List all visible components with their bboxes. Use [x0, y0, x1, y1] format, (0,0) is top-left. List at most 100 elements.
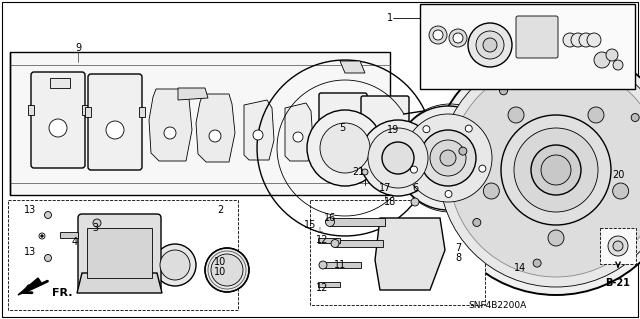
- Circle shape: [479, 165, 486, 172]
- Circle shape: [45, 211, 51, 219]
- Text: 7: 7: [455, 243, 461, 253]
- Bar: [60, 232, 78, 238]
- Circle shape: [396, 106, 500, 210]
- Bar: [8, 200, 238, 310]
- Circle shape: [541, 155, 571, 185]
- Circle shape: [429, 26, 447, 44]
- Bar: [139, 107, 145, 117]
- Text: SNF4B2200A: SNF4B2200A: [468, 301, 526, 310]
- Circle shape: [336, 136, 350, 150]
- Circle shape: [548, 230, 564, 246]
- Text: 13: 13: [24, 205, 36, 215]
- Circle shape: [411, 198, 419, 206]
- Bar: [420, 4, 635, 89]
- Text: 12: 12: [316, 283, 328, 293]
- Circle shape: [605, 245, 612, 253]
- Circle shape: [423, 126, 430, 133]
- Circle shape: [459, 147, 467, 155]
- Circle shape: [433, 30, 443, 40]
- Circle shape: [563, 33, 577, 47]
- Circle shape: [106, 121, 124, 139]
- Circle shape: [473, 219, 481, 226]
- Circle shape: [606, 49, 618, 61]
- Bar: [318, 282, 340, 287]
- Circle shape: [449, 29, 467, 47]
- Text: 10: 10: [214, 257, 226, 267]
- Polygon shape: [10, 52, 390, 195]
- Circle shape: [49, 119, 67, 137]
- Circle shape: [326, 218, 335, 226]
- Circle shape: [613, 60, 623, 70]
- Circle shape: [468, 23, 512, 67]
- Circle shape: [483, 183, 499, 199]
- Circle shape: [453, 33, 463, 43]
- Polygon shape: [375, 218, 445, 290]
- Bar: [318, 238, 340, 243]
- Text: 16: 16: [324, 213, 336, 223]
- Circle shape: [431, 45, 640, 295]
- Circle shape: [594, 52, 610, 68]
- Text: 9: 9: [75, 43, 81, 53]
- Circle shape: [378, 138, 392, 152]
- Text: 15: 15: [304, 220, 316, 230]
- Circle shape: [368, 128, 428, 188]
- Text: 21: 21: [352, 167, 364, 177]
- Text: 19: 19: [387, 125, 399, 135]
- Polygon shape: [178, 88, 208, 100]
- Circle shape: [404, 114, 492, 202]
- Polygon shape: [395, 120, 435, 176]
- Bar: [323, 262, 361, 268]
- Circle shape: [209, 130, 221, 142]
- Circle shape: [571, 73, 579, 81]
- Bar: [85, 107, 91, 117]
- Circle shape: [499, 87, 508, 95]
- Circle shape: [514, 128, 598, 212]
- Bar: [321, 143, 326, 151]
- Circle shape: [445, 190, 452, 197]
- Ellipse shape: [211, 254, 243, 286]
- Circle shape: [439, 53, 640, 287]
- Circle shape: [449, 63, 640, 277]
- Circle shape: [501, 115, 611, 225]
- FancyBboxPatch shape: [361, 96, 409, 174]
- FancyBboxPatch shape: [78, 214, 161, 292]
- Bar: [82, 105, 88, 115]
- Text: 14: 14: [514, 263, 526, 273]
- Text: 10: 10: [214, 267, 226, 277]
- Circle shape: [39, 233, 45, 239]
- Circle shape: [571, 33, 585, 47]
- Ellipse shape: [160, 250, 190, 280]
- Bar: [50, 78, 70, 88]
- Text: 13: 13: [24, 247, 36, 257]
- Circle shape: [360, 120, 436, 196]
- Circle shape: [587, 33, 601, 47]
- Circle shape: [362, 169, 368, 175]
- Bar: [310, 200, 485, 305]
- Text: 5: 5: [339, 123, 345, 133]
- Circle shape: [410, 166, 417, 173]
- Bar: [330, 218, 385, 226]
- Text: 2: 2: [217, 205, 223, 215]
- Ellipse shape: [205, 248, 249, 292]
- Circle shape: [508, 107, 524, 123]
- Circle shape: [476, 31, 504, 59]
- Text: 8: 8: [455, 253, 461, 263]
- FancyBboxPatch shape: [88, 74, 142, 170]
- Text: 3: 3: [92, 223, 98, 233]
- Polygon shape: [244, 100, 274, 160]
- FancyBboxPatch shape: [319, 93, 367, 173]
- Circle shape: [253, 130, 263, 140]
- Text: 6: 6: [412, 183, 418, 193]
- Circle shape: [41, 235, 44, 237]
- Bar: [363, 145, 368, 153]
- Circle shape: [420, 130, 476, 186]
- Polygon shape: [285, 103, 313, 161]
- Ellipse shape: [154, 244, 196, 286]
- Circle shape: [319, 261, 327, 269]
- Text: 17: 17: [379, 183, 391, 193]
- Bar: [600, 228, 636, 264]
- Circle shape: [440, 150, 456, 166]
- Text: 1: 1: [387, 13, 393, 23]
- Circle shape: [331, 240, 339, 248]
- Circle shape: [533, 259, 541, 267]
